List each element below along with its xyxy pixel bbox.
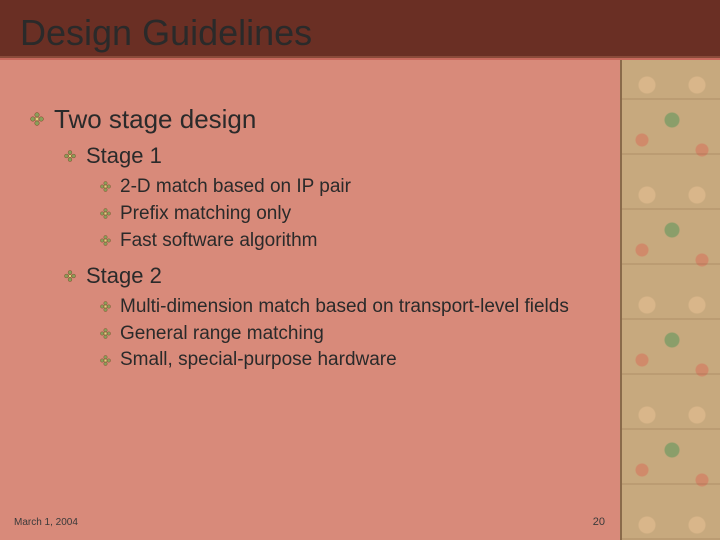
bullet-lvl2: Stage 1	[64, 143, 590, 169]
flower-bullet-icon	[100, 355, 111, 366]
flower-bullet-icon	[30, 112, 44, 126]
slide-title: Design Guidelines	[20, 12, 312, 54]
bullet-text: Stage 1	[86, 143, 162, 168]
bullet-lvl3: Small, special-purpose hardware	[100, 348, 590, 372]
bullet-text: General range matching	[120, 323, 324, 344]
footer-date: March 1, 2004	[14, 517, 78, 528]
bullet-lvl3: Prefix matching only	[100, 202, 590, 226]
flower-bullet-icon	[100, 181, 111, 192]
decorative-side-panel	[620, 60, 720, 540]
footer-page-number: 20	[593, 516, 605, 528]
bullet-text: Fast software algorithm	[120, 230, 317, 251]
bullet-text: 2-D match based on IP pair	[120, 176, 351, 197]
bullet-text: Two stage design	[54, 104, 256, 134]
bullet-text: Stage 2	[86, 263, 162, 288]
flower-bullet-icon	[100, 328, 111, 339]
bullet-text: Multi-dimension match based on transport…	[120, 296, 569, 317]
bullet-lvl3: General range matching	[100, 322, 590, 346]
bullet-text: Prefix matching only	[120, 203, 291, 224]
bullet-lvl2: Stage 2	[64, 263, 590, 289]
slide-body: Two stage design Stage 1 2-D match based…	[30, 105, 590, 375]
bullet-text: Small, special-purpose hardware	[120, 349, 397, 370]
bullet-lvl3: Multi-dimension match based on transport…	[100, 295, 590, 319]
bullet-lvl3: Fast software algorithm	[100, 229, 590, 253]
bullet-lvl1: Two stage design	[30, 105, 590, 135]
flower-bullet-icon	[100, 208, 111, 219]
flower-bullet-icon	[100, 235, 111, 246]
flower-bullet-icon	[64, 150, 76, 162]
bullet-lvl3: 2-D match based on IP pair	[100, 175, 590, 199]
flower-bullet-icon	[100, 301, 111, 312]
slide: Design Guidelines Two stage design Stage…	[0, 0, 720, 540]
flower-bullet-icon	[64, 270, 76, 282]
